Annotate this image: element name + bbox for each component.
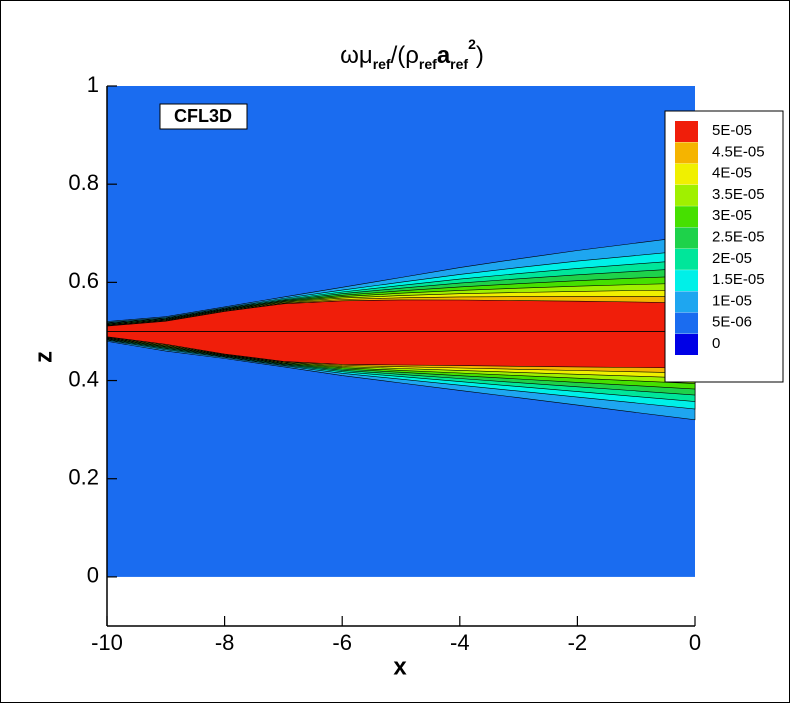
legend-swatch: [675, 227, 698, 249]
x-tick-label: -6: [332, 630, 352, 655]
x-axis-label: x: [393, 653, 407, 680]
legend-swatch: [675, 163, 698, 185]
legend-swatch: [675, 184, 698, 206]
legend-label: 3E-05: [712, 207, 752, 224]
y-tick-label: 0.8: [68, 170, 99, 195]
legend-label: 1E-05: [712, 292, 752, 309]
y-axis-label: z: [30, 351, 57, 363]
legend-swatch: [675, 206, 698, 228]
legend-label: 4.5E-05: [712, 143, 765, 160]
legend-label: 2E-05: [712, 250, 752, 267]
x-tick-label: -10: [91, 630, 123, 655]
y-tick-label: 0.2: [68, 465, 99, 490]
legend-swatch: [675, 248, 698, 270]
y-tick-label: 0: [87, 563, 99, 588]
legend-swatch: [675, 334, 698, 355]
annotation-box: [159, 103, 248, 130]
legend-swatch: [675, 270, 698, 292]
x-tick-label: 0: [689, 630, 701, 655]
y-tick-label: 1: [87, 72, 99, 97]
y-tick-label: 0.4: [68, 366, 99, 391]
x-tick-label: -8: [215, 630, 235, 655]
legend-swatch: [675, 291, 698, 313]
legend-swatch: [675, 121, 698, 142]
legend: 5E-05 4.5E-05 4E-05 3.5E-05 3E-05 2.5E-05 2E-0…: [675, 121, 765, 355]
legend-label: 1.5E-05: [712, 271, 765, 288]
legend-label: 3.5E-05: [712, 186, 765, 203]
legend-swatch: [675, 312, 698, 334]
plot-area: [106, 86, 696, 577]
axes: -10 -8 -6 -4 -2 0 0 0.2 0.4 0.6 0.8 1: [68, 72, 701, 655]
legend-label: 2.5E-05: [712, 228, 765, 245]
legend-label: 4E-05: [712, 165, 752, 182]
chart-title: ωμref/(ρrefaref2): [340, 36, 484, 72]
legend-label: 5E-05: [712, 122, 752, 139]
x-tick-label: -2: [568, 630, 588, 655]
legend-label: 0: [712, 335, 720, 352]
x-tick-label: -4: [450, 630, 470, 655]
legend-swatch: [675, 142, 698, 164]
y-tick-label: 0.6: [68, 268, 99, 293]
annotation: CFL3D: [174, 106, 232, 126]
legend-label: 5E-06: [712, 314, 752, 331]
